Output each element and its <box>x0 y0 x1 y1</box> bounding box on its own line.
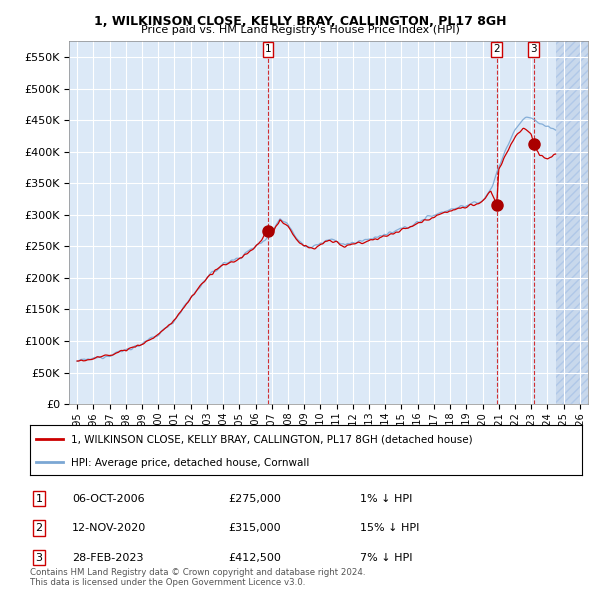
Text: Price paid vs. HM Land Registry's House Price Index (HPI): Price paid vs. HM Land Registry's House … <box>140 25 460 35</box>
Text: HPI: Average price, detached house, Cornwall: HPI: Average price, detached house, Corn… <box>71 458 310 468</box>
Text: 1: 1 <box>265 44 271 54</box>
Text: 3: 3 <box>530 44 537 54</box>
Text: 7% ↓ HPI: 7% ↓ HPI <box>360 553 413 562</box>
Text: £412,500: £412,500 <box>228 553 281 562</box>
Text: £315,000: £315,000 <box>228 523 281 533</box>
Text: 3: 3 <box>35 553 43 562</box>
Text: 1: 1 <box>35 494 43 503</box>
Text: 28-FEB-2023: 28-FEB-2023 <box>72 553 143 562</box>
Text: 2: 2 <box>35 523 43 533</box>
Text: 15% ↓ HPI: 15% ↓ HPI <box>360 523 419 533</box>
Bar <box>556 41 588 404</box>
Text: 1, WILKINSON CLOSE, KELLY BRAY, CALLINGTON, PL17 8GH (detached house): 1, WILKINSON CLOSE, KELLY BRAY, CALLINGT… <box>71 435 473 445</box>
Text: 12-NOV-2020: 12-NOV-2020 <box>72 523 146 533</box>
Text: Contains HM Land Registry data © Crown copyright and database right 2024.
This d: Contains HM Land Registry data © Crown c… <box>30 568 365 587</box>
Text: 1% ↓ HPI: 1% ↓ HPI <box>360 494 412 503</box>
Text: 1, WILKINSON CLOSE, KELLY BRAY, CALLINGTON, PL17 8GH: 1, WILKINSON CLOSE, KELLY BRAY, CALLINGT… <box>94 15 506 28</box>
Text: 06-OCT-2006: 06-OCT-2006 <box>72 494 145 503</box>
Text: £275,000: £275,000 <box>228 494 281 503</box>
Text: 2: 2 <box>493 44 500 54</box>
